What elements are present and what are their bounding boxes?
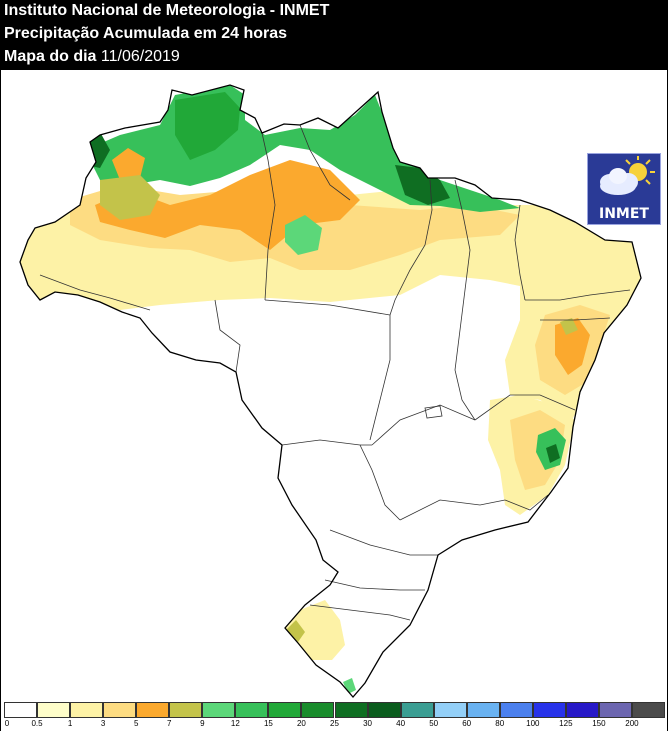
precip-zone-northeast-olive <box>560 318 578 335</box>
precip-zone-south-gold <box>286 620 305 642</box>
border-ac-am <box>39 274 151 311</box>
precip-zone-southeast-dark <box>546 444 560 463</box>
precip-zone-amapa-dark <box>395 165 450 205</box>
legend-swatch <box>466 702 500 718</box>
legend-swatch <box>499 702 533 718</box>
legend-swatch <box>400 702 434 718</box>
legend-tick-label: 100 <box>526 719 540 728</box>
legend-tick-label: 1 <box>67 719 73 728</box>
legend-tick-label: 3 <box>100 719 106 728</box>
border-pa-north <box>299 124 351 201</box>
header-date-prefix: Mapa do dia <box>4 48 97 65</box>
legend-tick-label: 0.5 <box>31 719 43 728</box>
border-ms-sp <box>359 444 401 521</box>
legend-swatch <box>433 702 467 718</box>
border-ro-mt <box>214 299 241 373</box>
border-am-mt <box>264 299 391 316</box>
legend-tick-label: 50 <box>429 719 439 728</box>
header-date: 11/06/2019 <box>100 48 180 65</box>
sun-cloud-icon <box>600 156 655 195</box>
legend-swatch <box>565 702 599 718</box>
header-institution: Instituto Nacional de Meteorologia - INM… <box>4 2 330 19</box>
legend-swatch <box>37 702 71 718</box>
precip-zone-north-midgreen <box>175 92 240 160</box>
border-sc-rs <box>309 604 411 621</box>
legend-tick-label: 5 <box>133 719 139 728</box>
border-ba-south <box>474 394 576 421</box>
legend-swatch <box>334 702 368 718</box>
legend-tick-label: 12 <box>230 719 240 728</box>
precipitation-legend: 0 0.5 1 3 5 7 9 12 15 20 25 30 40 50 60 80 100 125 150 200 <box>1 700 667 731</box>
header-product: Precipitação Acumulada em 24 horas <box>4 25 288 42</box>
border-pa-ma <box>389 179 433 316</box>
precip-zone-northwest-olive <box>100 175 160 220</box>
legend-tick-label: 0 <box>4 719 10 728</box>
precip-zone-south-green <box>343 678 356 694</box>
border-pi-ce <box>514 204 526 301</box>
legend-swatch <box>235 702 269 718</box>
border-mg-es-rj <box>504 494 549 511</box>
border-pe-al <box>540 317 611 321</box>
brazil-border-line <box>19 84 642 698</box>
border-mt-ms <box>281 439 372 446</box>
legend-swatch <box>598 702 632 718</box>
legend-tick-label: 15 <box>263 719 273 728</box>
legend-swatch <box>136 702 170 718</box>
legend-tick-label: 125 <box>559 719 573 728</box>
legend-swatch <box>268 702 302 718</box>
precipitation-field <box>20 85 640 694</box>
border-ma-pi <box>454 179 471 331</box>
legend-tick-label: 80 <box>495 719 505 728</box>
legend-tick-label: 25 <box>330 719 339 728</box>
legend-swatch <box>532 702 566 718</box>
legend-swatch <box>70 702 104 718</box>
border-ne-states <box>525 289 631 301</box>
border-ba-west <box>454 329 476 421</box>
legend-swatch <box>202 702 236 718</box>
legend-swatch <box>103 702 137 718</box>
state-borders <box>39 124 631 621</box>
legend-swatch <box>631 702 665 718</box>
border-mt-go <box>369 315 391 441</box>
legend-tick-label: 60 <box>462 719 472 728</box>
precip-zone-north-central-green <box>285 215 322 255</box>
inmet-logo: INMET <box>587 153 661 225</box>
precip-zone-northwest-orange <box>112 148 145 180</box>
border-pr-sc <box>324 579 425 591</box>
legend-tick-label: 20 <box>296 719 306 728</box>
brazil-precipitation-map <box>19 84 642 698</box>
legend-tick-label: 150 <box>592 719 606 728</box>
border-mg-sp <box>399 499 506 521</box>
legend-swatch <box>301 702 335 718</box>
border-am-pa <box>261 132 276 301</box>
legend-swatch <box>4 702 38 718</box>
legend-tick-label: 9 <box>200 719 205 728</box>
map-header: Instituto Nacional de Meteorologia - INM… <box>0 0 668 70</box>
legend-tick-label: 200 <box>625 719 639 728</box>
legend-tick-label: 7 <box>167 719 172 728</box>
legend-swatch <box>169 702 203 718</box>
legend-swatch <box>367 702 401 718</box>
header-date-line: Mapa do dia 11/06/2019 <box>4 48 180 66</box>
legend-tick-label: 40 <box>396 719 406 728</box>
map-area: INMET <box>1 70 667 700</box>
border-df <box>424 405 443 419</box>
legend-tick-label: 30 <box>363 719 372 728</box>
border-go-mg <box>371 404 476 446</box>
border-sp-pr <box>329 529 438 556</box>
precip-zone-northeast-orange <box>555 318 590 375</box>
logo-text: INMET <box>599 206 649 222</box>
